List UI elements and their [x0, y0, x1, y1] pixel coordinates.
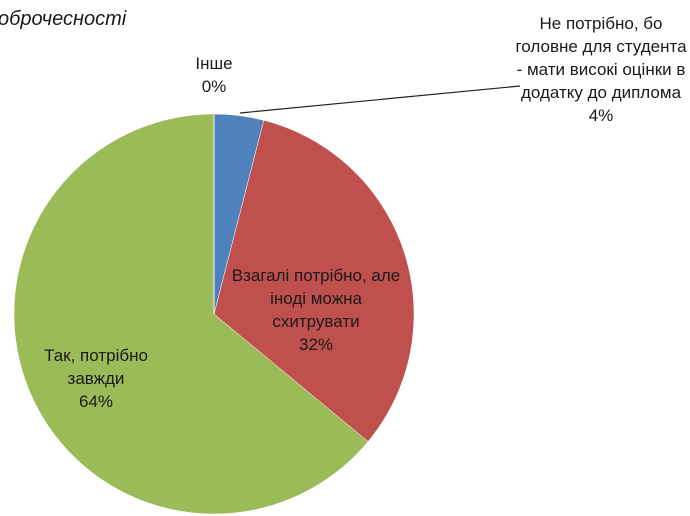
category-label: Інше — [195, 54, 233, 73]
value-label: 32% — [298, 335, 334, 354]
pie-slice — [13, 113, 369, 515]
category-label: Так, потрібно завжди — [44, 346, 148, 388]
value-label: 0% — [201, 77, 227, 96]
slice-label: Взагалі потрібно, але іноді можна схитру… — [225, 264, 407, 356]
slice-label: Інше 0% — [164, 52, 264, 98]
pie-slice — [213, 119, 415, 442]
slice-label: Так, потрібно завжди 64% — [30, 344, 162, 413]
category-label: Не потрібно, бо головне для студента - м… — [515, 14, 687, 102]
value-label: 64% — [78, 392, 114, 411]
category-label: Взагалі потрібно, але іноді можна схитру… — [231, 266, 401, 331]
value-label: 4% — [588, 106, 614, 125]
leader-line — [239, 85, 521, 114]
slice-label: Не потрібно, бо головне для студента - м… — [515, 12, 687, 127]
chart-title: оброчесності — [0, 8, 127, 30]
